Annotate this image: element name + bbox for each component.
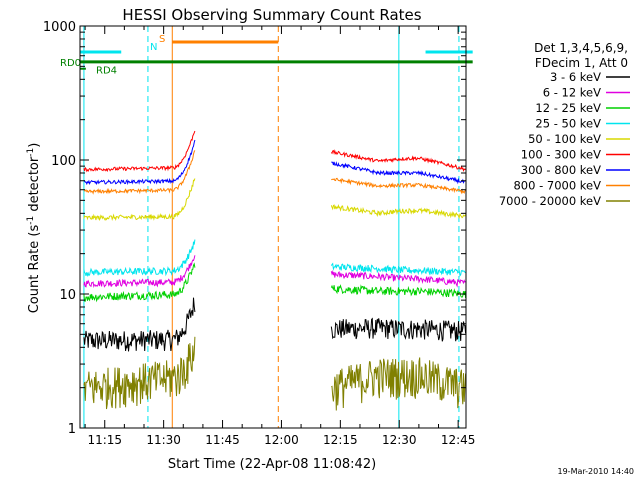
series-trace-6-post xyxy=(331,161,466,185)
series-trace-8-post xyxy=(331,357,467,411)
series-trace-3-pre xyxy=(83,239,196,278)
x-tick-label-6: 12:45 xyxy=(441,433,476,447)
y-label-end: ) xyxy=(27,143,42,148)
series-trace-1-post xyxy=(330,269,466,288)
x-tick-label-2: 11:45 xyxy=(205,433,240,447)
y-label-main: Count Rate (s xyxy=(27,225,42,314)
flag-label-rd4: RD4 xyxy=(96,66,117,77)
plot-frame xyxy=(79,25,467,429)
legend-label-3: 25 - 50 keV xyxy=(535,117,601,131)
legend-label-0: 3 - 6 keV xyxy=(550,70,601,84)
y-label-mid: detector xyxy=(27,156,42,216)
x-tick-label-1: 11:30 xyxy=(146,433,181,447)
y-label-sup2: -1 xyxy=(26,148,36,157)
series-trace-4-pre xyxy=(83,178,196,222)
x-axis-label: Start Time (22-Apr-08 11:08:42) xyxy=(168,457,376,472)
legend-label-8: 7000 - 20000 keV xyxy=(499,194,601,208)
y-tick-label-1: 10 xyxy=(59,288,76,303)
legend-label-1: 6 - 12 keV xyxy=(543,86,601,100)
series-trace-5-post xyxy=(330,149,466,173)
y-tick-label-3: 1000 xyxy=(43,20,76,35)
legend-header-0: Det 1,3,4,5,6,9, xyxy=(534,41,628,55)
y-label-sup1: -1 xyxy=(26,216,36,225)
flag-label-rd0: RD0 xyxy=(60,58,81,69)
axes: 11:15 11:30 11:45 12:00 12:15 12:30 12:45 1 10 10… xyxy=(43,20,476,447)
y-tick-label-2: 100 xyxy=(51,154,76,169)
series-trace-6-pre xyxy=(83,139,196,186)
plot-area: RD0 RD4 NS xyxy=(60,26,473,428)
x-tick-label-0: 11:15 xyxy=(87,433,122,447)
timestamp-footer: 19-Mar-2010 14:40 xyxy=(558,467,635,476)
series-trace-2-pre xyxy=(83,262,196,303)
series-trace-1-pre xyxy=(83,255,196,288)
series-trace-5-pre xyxy=(83,130,196,173)
series-trace-0-post xyxy=(330,317,467,342)
series-trace-7-post xyxy=(331,177,466,195)
series-trace-2-post xyxy=(330,284,467,298)
series-trace-8-pre xyxy=(83,336,196,410)
y-axis-label: Count Rate (s-1 detector-1) xyxy=(26,143,42,314)
legend-label-7: 800 - 7000 keV xyxy=(513,179,601,193)
legend-label-6: 300 - 800 keV xyxy=(521,163,601,177)
legend-label-5: 100 - 300 keV xyxy=(521,148,601,162)
series-trace-3-post xyxy=(330,262,466,277)
flag-label-s: S xyxy=(159,34,165,45)
x-tick-label-5: 12:30 xyxy=(382,433,417,447)
series-trace-0-pre xyxy=(83,297,196,352)
series-trace-4-post xyxy=(330,203,467,220)
x-tick-label-3: 12:00 xyxy=(264,433,299,447)
flag-label-n: N xyxy=(150,42,157,53)
chart-title: HESSI Observing Summary Count Rates xyxy=(122,6,421,24)
legend: Det 1,3,4,5,6,9,FDecim 1, Att 03 - 6 keV… xyxy=(499,41,630,208)
legend-header-1: FDecim 1, Att 0 xyxy=(535,56,628,70)
x-tick-label-4: 12:15 xyxy=(323,433,358,447)
y-tick-label-0: 1 xyxy=(68,422,76,437)
legend-label-2: 12 - 25 keV xyxy=(535,101,601,115)
series-trace-7-pre xyxy=(83,150,196,195)
legend-label-4: 50 - 100 keV xyxy=(528,132,601,146)
